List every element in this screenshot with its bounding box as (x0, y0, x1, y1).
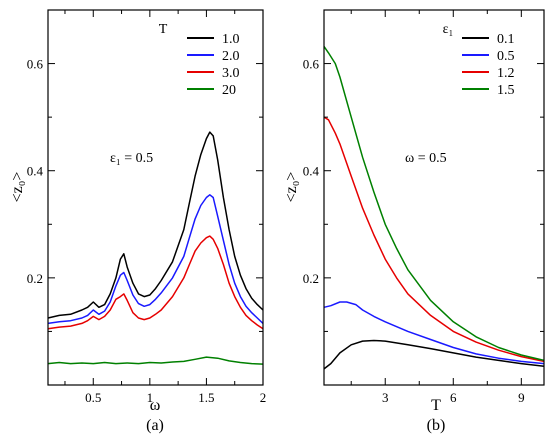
panel-b-y-tick-label: 0.4 (303, 164, 320, 179)
panel-b-series-line-0 (323, 339, 545, 370)
panel-a-legend-title: T (159, 22, 168, 37)
panel-a: 0.5 1 1.5 2 0.2 0.4 0.6 ω <z₀> (a) T 1.0 2.0 3.0… (9, 9, 267, 434)
panel-a-series-line-1 (47, 194, 264, 325)
panel-b-legend-label-1: 0.5 (497, 49, 515, 64)
panel-b-series-line-3 (323, 45, 545, 362)
panel-a-y-tick-label: 0.2 (27, 271, 43, 286)
panel-a-plot-frame (47, 9, 264, 386)
panel-b-y-tick-label: 0.2 (303, 271, 319, 286)
panel-a-x-tick-label: 2 (260, 390, 267, 405)
panel-b-x-tick-label: 9 (518, 390, 525, 405)
panel-b-y-tick-label: 0.6 (303, 57, 320, 72)
panel-a-x-tick-label: 1 (147, 390, 154, 405)
panel-b-plot-frame (323, 9, 545, 386)
panel-a-ticks: 0.5 1 1.5 2 0.2 0.4 0.6 (27, 10, 267, 405)
panel-a-legend: 1.0 2.0 3.0 20 (187, 32, 240, 98)
panel-b-legend-label-0: 0.1 (497, 32, 515, 47)
panel-b-legend-label-2: 1.2 (497, 66, 515, 81)
panel-a-y-tick-label: 0.6 (27, 57, 44, 72)
panel-a-y-axis-label: <z₀> (9, 172, 26, 203)
panel-b-x-tick-label: 6 (450, 390, 457, 405)
panel-b-annotation: ω = 0.5 (405, 151, 447, 166)
panel-b-x-axis-label: T (431, 397, 441, 414)
panel-a-legend-label-3: 20 (222, 83, 236, 98)
panel-a-series-line-0 (47, 131, 264, 319)
panel-a-label: (a) (146, 417, 164, 434)
panel-a-x-tick-label: 1.5 (198, 390, 214, 405)
panel-b-x-tick-label: 3 (382, 390, 389, 405)
panel-a-annotation: ε₁ = 0.5 (110, 151, 153, 166)
panel-b: 3 6 90.20.40.6 T <z₀> (b) ε₁ 0.10.51.21.5 … (283, 9, 545, 434)
panel-b-legend-title: ε₁ (443, 22, 454, 37)
panel-a-legend-label-0: 1.0 (222, 32, 240, 47)
panel-a-legend-label-1: 2.0 (222, 49, 240, 64)
panel-a-legend-label-2: 3.0 (222, 66, 240, 81)
panel-a-y-tick-label: 0.4 (27, 164, 44, 179)
panel-b-ticks: 3 6 9 0.2 0.4 0.6 (303, 10, 544, 405)
panel-b-legend: 0.1 0.5 1.2 1.5 (462, 32, 515, 98)
panel-b-series (323, 45, 545, 370)
panel-b-series-line-2 (323, 116, 545, 363)
panel-b-label: (b) (427, 417, 446, 434)
panel-a-series-line-3 (47, 356, 264, 365)
panel-a-series (47, 131, 264, 365)
panel-a-series-line-2 (47, 235, 264, 330)
panel-b-y-axis-label: <z₀> (283, 172, 300, 203)
panel-a-x-tick-label: 0.5 (85, 390, 101, 405)
panel-b-legend-label-3: 1.5 (497, 83, 515, 98)
panel-b-series-line-1 (323, 301, 545, 365)
panel-a-x-axis-label: ω (150, 397, 161, 414)
